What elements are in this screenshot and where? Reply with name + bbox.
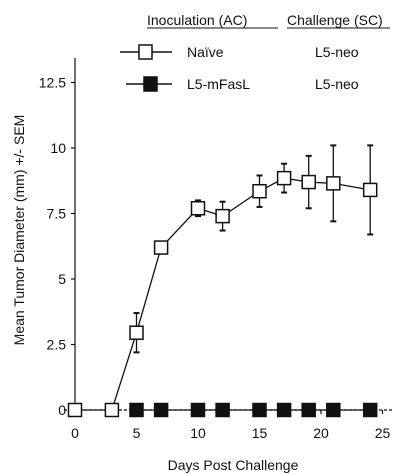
series-0 xyxy=(67,144,378,418)
y-tick-label-1: 2.5 xyxy=(47,337,67,353)
legend-label-naive: Naïve xyxy=(187,44,224,60)
data-point-0-4 xyxy=(190,201,206,216)
data-point-1-2 xyxy=(190,402,206,418)
y-tick-label-3: 7.5 xyxy=(47,206,67,222)
x-tick-label-2: 10 xyxy=(190,425,206,441)
data-point-1-4 xyxy=(252,402,267,418)
y-axis-ticks: 0 2.5 5 7.5 10 12.5 xyxy=(39,75,75,418)
data-point-0-3 xyxy=(153,240,169,255)
legend-marker-fasl xyxy=(143,76,158,92)
data-point-0-0 xyxy=(67,402,83,418)
data-point-1-5 xyxy=(276,402,292,418)
y-tick-label-2: 5 xyxy=(58,271,66,287)
series-1 xyxy=(129,402,378,418)
data-point-0-9 xyxy=(326,176,341,191)
plot-area xyxy=(67,144,378,418)
y-axis-label: Mean Tumor Diameter (mm) +/- SEM xyxy=(11,115,27,346)
legend-label-fasl: L5-mFasL xyxy=(187,76,250,92)
data-point-0-6 xyxy=(252,183,267,199)
legend-entry-naive: Naïve L5-neo xyxy=(120,44,359,60)
y-tick-label-4: 10 xyxy=(50,140,66,156)
data-point-1-8 xyxy=(362,402,378,418)
axes: 0 2.5 5 7.5 10 12.5 0 5 10 15 20 25 xyxy=(39,58,392,441)
data-point-0-1 xyxy=(104,402,120,418)
legend-header-challenge: Challenge (SC) xyxy=(287,12,383,28)
data-point-1-7 xyxy=(326,402,341,418)
data-point-1-3 xyxy=(215,402,230,418)
data-point-0-7 xyxy=(276,170,292,186)
x-tick-label-1: 5 xyxy=(133,425,141,441)
legend-challenge-fasl: L5-neo xyxy=(315,76,359,92)
legend-header-inoculation: Inoculation (AC) xyxy=(147,12,247,28)
data-point-1-6 xyxy=(301,402,316,418)
legend: Inoculation (AC) Challenge (SC) Naïve L5… xyxy=(120,12,390,92)
y-tick-label-5: 12.5 xyxy=(39,75,66,91)
data-point-1-1 xyxy=(153,402,169,418)
data-point-1-0 xyxy=(129,402,144,418)
legend-entry-fasl: L5-mFasL L5-neo xyxy=(126,76,359,92)
data-point-0-2 xyxy=(129,325,144,340)
x-tick-label-3: 15 xyxy=(252,425,268,441)
data-point-0-5 xyxy=(215,208,230,224)
legend-marker-naive xyxy=(138,44,153,60)
x-axis-label: Days Post Challenge xyxy=(168,457,299,473)
y-tick-label-0: 0 xyxy=(58,402,66,418)
x-tick-label-0: 0 xyxy=(71,425,79,441)
x-tick-label-4: 20 xyxy=(313,425,329,441)
data-point-0-8 xyxy=(301,174,316,190)
legend-challenge-naive: L5-neo xyxy=(315,44,359,60)
x-tick-label-5: 25 xyxy=(375,425,391,441)
data-point-0-10 xyxy=(362,182,378,198)
